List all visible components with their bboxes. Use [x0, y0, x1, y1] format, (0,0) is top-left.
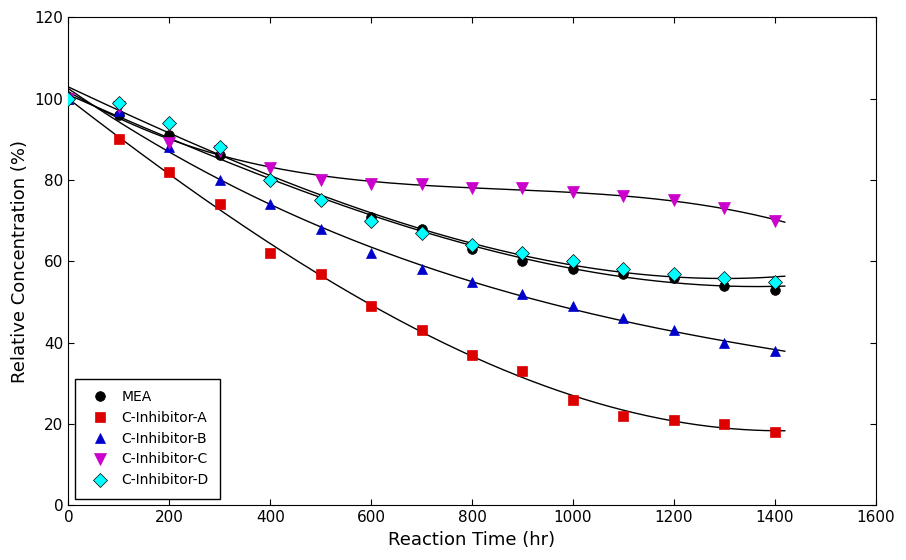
Y-axis label: Relative Concentration (%): Relative Concentration (%) [11, 140, 29, 383]
Legend: MEA, C-Inhibitor-A, C-Inhibitor-B, C-Inhibitor-C, C-Inhibitor-D: MEA, C-Inhibitor-A, C-Inhibitor-B, C-Inh… [75, 379, 219, 498]
X-axis label: Reaction Time (hr): Reaction Time (hr) [389, 531, 555, 549]
